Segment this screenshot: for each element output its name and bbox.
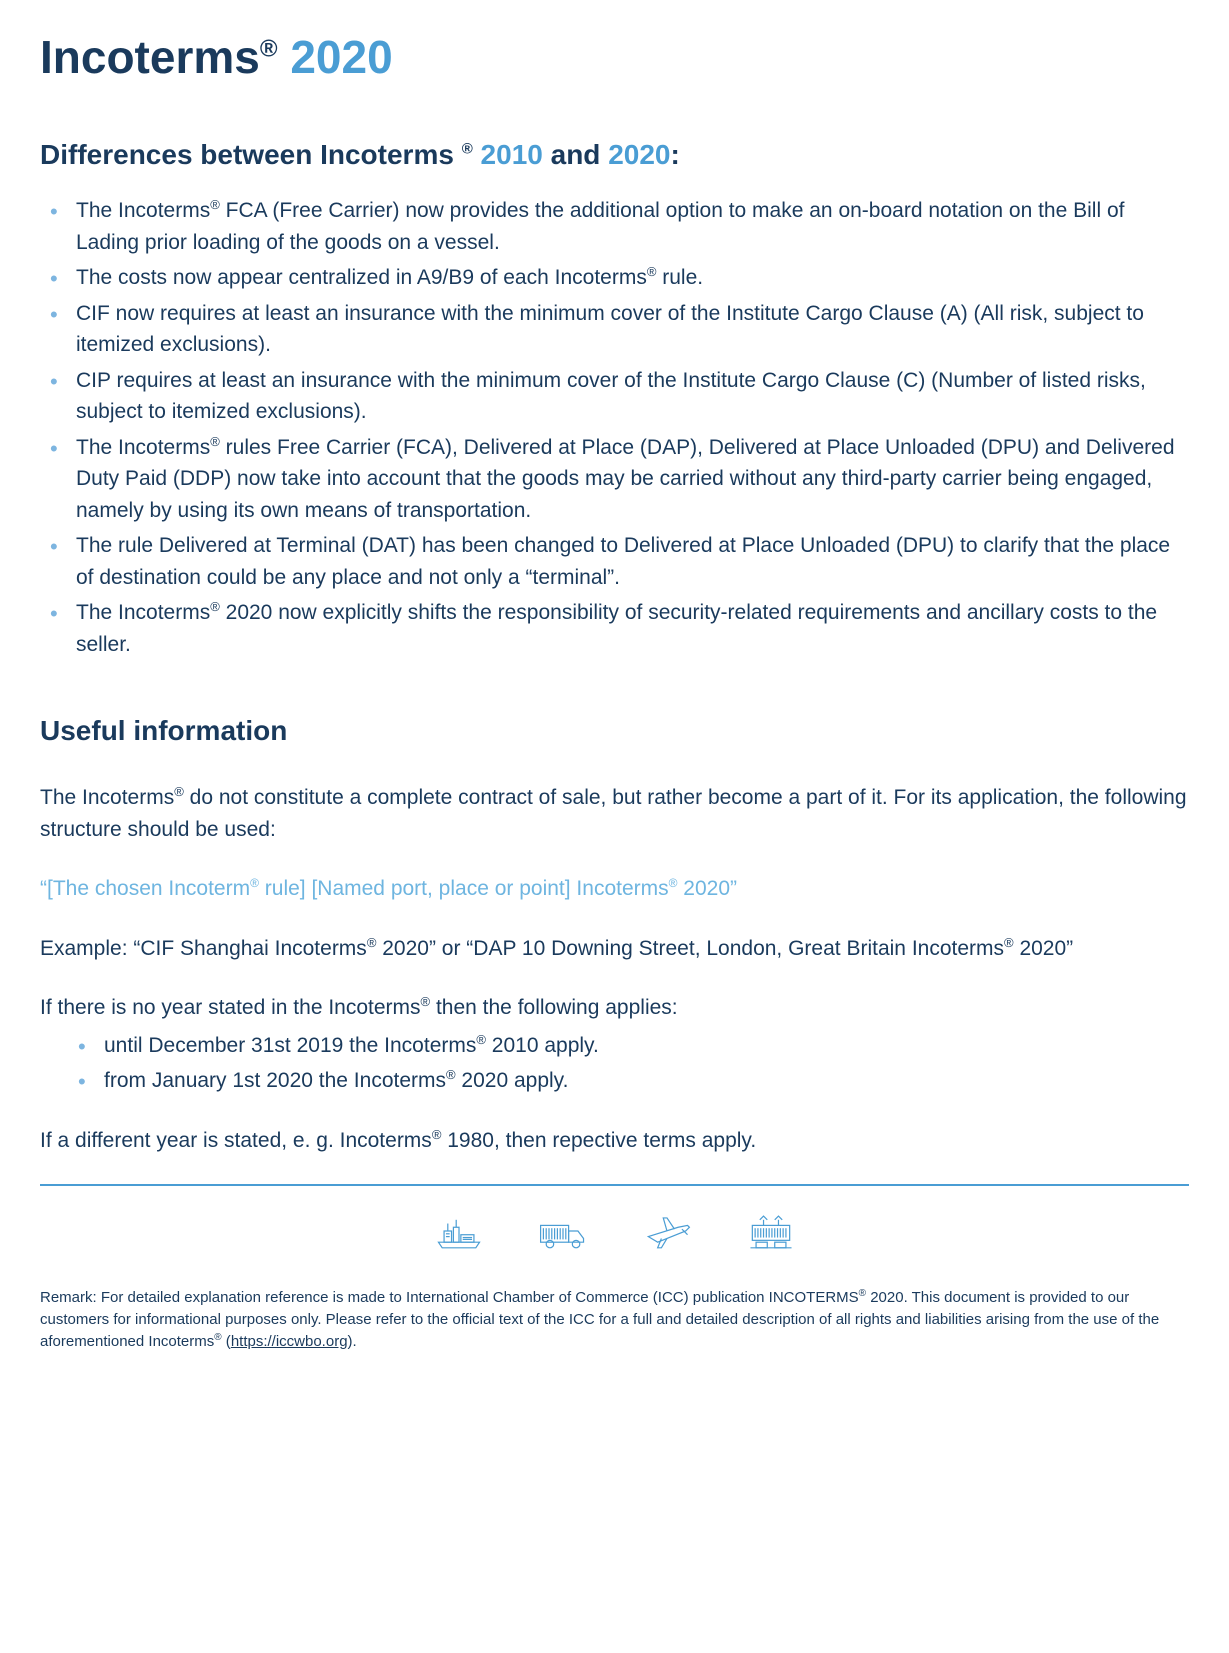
title-reg: ® xyxy=(260,36,278,63)
subheading-reg: ® xyxy=(462,141,473,158)
differences-heading: Differences between Incoterms ® 2010 and… xyxy=(40,139,1189,171)
plane-icon xyxy=(639,1210,695,1257)
page-title: Incoterms® 2020 xyxy=(40,30,1189,84)
list-item: CIF now requires at least an insurance w… xyxy=(40,298,1189,361)
no-year-paragraph: If there is no year stated in the Incote… xyxy=(40,992,1189,1024)
title-year: 2020 xyxy=(290,31,392,83)
remark-pre: Remark: For detailed explanation referen… xyxy=(40,1289,1159,1350)
remark-link[interactable]: https://iccwbo.org xyxy=(231,1333,348,1350)
list-item: The Incoterms® FCA (Free Carrier) now pr… xyxy=(40,195,1189,258)
list-item: from January 1st 2020 the Incoterms® 202… xyxy=(40,1065,1189,1097)
differences-list: The Incoterms® FCA (Free Carrier) now pr… xyxy=(40,195,1189,660)
useful-info-heading: Useful information xyxy=(40,715,1189,747)
list-item: The Incoterms® 2020 now explicitly shift… xyxy=(40,597,1189,660)
divider-rule xyxy=(40,1184,1189,1186)
subheading-y2: 2020 xyxy=(608,139,670,170)
year-rules-list: until December 31st 2019 the Incoterms® … xyxy=(40,1030,1189,1097)
subheading-suffix: : xyxy=(670,139,679,170)
list-item: until December 31st 2019 the Incoterms® … xyxy=(40,1030,1189,1062)
title-prefix: Incoterms xyxy=(40,31,260,83)
example-paragraph: Example: “CIF Shanghai Incoterms® 2020” … xyxy=(40,933,1189,965)
subheading-mid: and xyxy=(543,139,608,170)
remark-paragraph: Remark: For detailed explanation referen… xyxy=(40,1287,1189,1352)
subheading-y1: 2010 xyxy=(481,139,543,170)
intro-paragraph: The Incoterms® do not constitute a compl… xyxy=(40,782,1189,845)
transport-icons-row xyxy=(40,1210,1189,1257)
structure-quote: “[The chosen Incoterm® rule] [Named port… xyxy=(40,873,1189,905)
truck-icon xyxy=(535,1210,591,1257)
list-item: The rule Delivered at Terminal (DAT) has… xyxy=(40,530,1189,593)
subheading-prefix: Differences between Incoterms xyxy=(40,139,462,170)
list-item: CIP requires at least an insurance with … xyxy=(40,365,1189,428)
remark-post: ). xyxy=(348,1333,357,1350)
ship-icon xyxy=(431,1210,487,1257)
different-year-paragraph: If a different year is stated, e. g. Inc… xyxy=(40,1125,1189,1157)
list-item: The Incoterms® rules Free Carrier (FCA),… xyxy=(40,432,1189,527)
list-item: The costs now appear centralized in A9/B… xyxy=(40,262,1189,294)
train-icon xyxy=(743,1210,799,1257)
